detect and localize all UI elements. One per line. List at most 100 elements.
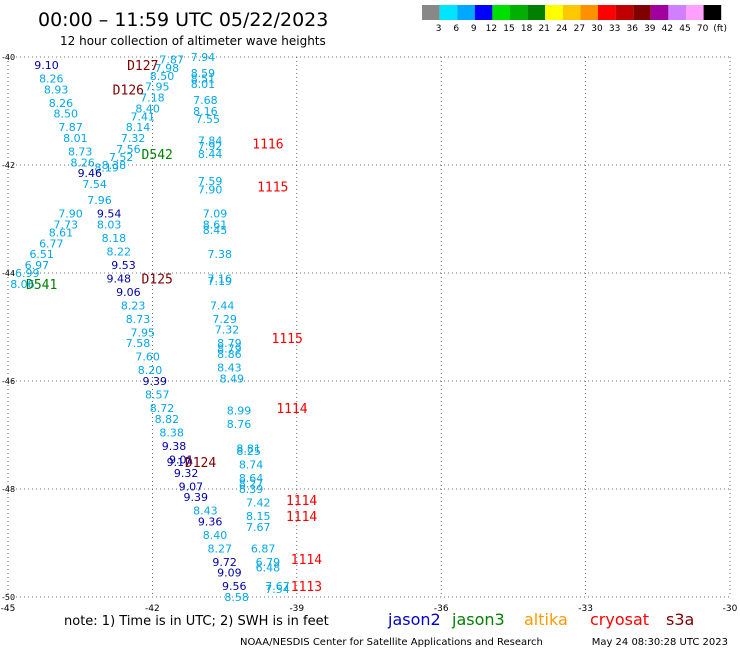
wave-height-value: 8.57 — [145, 389, 170, 402]
wave-height-value: 6.48 — [256, 561, 281, 574]
x-tick-label: -30 — [723, 604, 738, 614]
wave-height-value: 7.90 — [58, 208, 83, 221]
wave-height-value: 8.82 — [155, 413, 180, 426]
wave-height-value: 7.18 — [140, 92, 165, 105]
wave-height-value: 7.95 — [145, 81, 170, 94]
wave-height-value: 9.32 — [174, 467, 199, 480]
wave-height-value: 8.64 — [239, 472, 264, 485]
track-label: 1114 — [276, 402, 307, 417]
wave-height-value: 8.40 — [135, 102, 160, 115]
wave-height-value: 9.17 — [167, 456, 192, 469]
wave-height-value: 8.38 — [159, 426, 184, 439]
wave-height-value: 8.06 — [10, 278, 35, 291]
page-title: 00:00 – 11:59 UTC 05/22/2023 — [38, 9, 328, 31]
scale-swatch — [615, 5, 634, 20]
scale-label: (ft) — [713, 24, 727, 34]
footer-credit: NOAA/NESDIS Center for Satellite Applica… — [240, 637, 543, 648]
wave-height-value: 8.99 — [227, 405, 252, 418]
wave-height-value: 7.73 — [54, 218, 79, 231]
wave-height-value: 7.84 — [198, 135, 223, 148]
wave-height-value: 8.27 — [239, 478, 264, 491]
track-label: D541 — [26, 278, 57, 293]
wave-height-value: 8.03 — [97, 218, 122, 231]
wave-height-value: 8.76 — [227, 418, 252, 431]
wave-height-value: 7.09 — [203, 208, 228, 221]
wave-height-value: 7.58 — [126, 337, 151, 350]
wave-height-value: 8.39 — [239, 483, 264, 496]
satellite-legend-item: cryosat — [590, 610, 649, 629]
wave-height-value: 7.41 — [131, 110, 156, 123]
scale-label: 21 — [538, 24, 549, 34]
scale-swatch — [562, 5, 581, 20]
wave-height-value: 8.19 — [94, 162, 119, 175]
wave-height-value: 6.99 — [15, 267, 40, 280]
wave-height-value: 8.22 — [106, 245, 131, 258]
satellite-legend: jason2 jason3 altika cryosat s3a — [387, 610, 694, 629]
wave-height-value: 7.87 — [159, 54, 184, 67]
wave-height-value: 8.93 — [44, 83, 69, 96]
scale-swatch — [580, 5, 598, 20]
wave-height-value: 8.79 — [217, 343, 242, 356]
wave-height-value: 8.40 — [203, 529, 228, 542]
wave-height-value: 8.86 — [217, 348, 242, 361]
wave-height-value: 9.46 — [78, 167, 103, 180]
scale-label: 3 — [436, 24, 442, 34]
track-label: D127 — [127, 59, 158, 74]
wave-height-value: 8.15 — [246, 510, 271, 523]
scale-label: 27 — [574, 24, 585, 34]
satellite-legend-item: altika — [524, 610, 568, 629]
wave-height-value: 8.45 — [203, 224, 228, 237]
scale-swatch — [439, 5, 458, 20]
x-tick-label: -36 — [434, 604, 449, 614]
scale-label: 15 — [503, 24, 514, 34]
wave-height-value: 7.67 — [265, 580, 290, 593]
wave-height-value: 9.53 — [111, 259, 136, 272]
wave-height-value: 8.16 — [193, 105, 218, 118]
wave-height-value: 7.54 — [265, 583, 290, 596]
track-label: 1115 — [272, 332, 303, 347]
track-label: 1114 — [291, 553, 322, 568]
wave-height-value: 6.77 — [39, 237, 64, 250]
wave-height-value: 7.29 — [212, 313, 237, 326]
wave-height-value: 8.18 — [102, 232, 127, 245]
x-tick-label: -33 — [578, 604, 593, 614]
wave-height-value: 9.36 — [198, 515, 223, 528]
footer-note: note: 1) Time is in UTC; 2) SWH is in fe… — [64, 614, 329, 629]
footer-timestamp: May 24 08:30:28 UTC 2023 — [592, 637, 728, 648]
scale-label: 30 — [591, 24, 603, 34]
scale-swatch — [686, 5, 704, 20]
scale-label: 70 — [697, 24, 709, 34]
wave-height-value: 7.55 — [196, 113, 221, 126]
wave-height-value: 7.90 — [198, 183, 223, 196]
scale-swatch — [492, 5, 510, 20]
wave-height-value: 8.26 — [49, 97, 74, 110]
wave-height-value: 7.95 — [131, 326, 156, 339]
track-label: 1114 — [286, 494, 317, 509]
wave-height-value: 8.26 — [70, 156, 95, 169]
scale-label: 18 — [521, 24, 533, 34]
wave-height-value: 9.09 — [217, 567, 242, 580]
wave-height-value: 7.32 — [121, 132, 146, 145]
wave-height-value: 6.51 — [29, 248, 54, 261]
y-tick-label: -50 — [2, 593, 15, 602]
wave-height-value: 8.25 — [236, 445, 261, 458]
wave-height-value: 8.20 — [138, 364, 163, 377]
scale-label: 33 — [609, 24, 620, 34]
wave-height-value: 7.67 — [246, 521, 271, 534]
y-tick-label: -40 — [2, 53, 15, 62]
satellite-legend-item: s3a — [666, 610, 694, 629]
scale-swatch — [457, 5, 475, 20]
wave-height-value: 9.38 — [162, 440, 187, 453]
scale-swatch — [422, 5, 440, 20]
wave-height-value: 8.51 — [191, 73, 216, 86]
track-labels: D127 D126 D542 1116 1115 D541 D125 1115 1114 D124… — [26, 59, 322, 595]
scale-swatch — [703, 5, 722, 20]
wave-height-value: 7.19 — [208, 275, 233, 288]
wave-height-value: 7.87 — [58, 121, 83, 134]
wave-height-value: 8.01 — [63, 132, 88, 145]
wave-height-value: 7.54 — [82, 178, 107, 191]
wave-height-value: 8.38 — [102, 159, 127, 172]
y-tick-label: -44 — [2, 269, 15, 278]
wave-height-value: 8.74 — [239, 459, 264, 472]
wave-height-value: 8.58 — [224, 591, 249, 604]
